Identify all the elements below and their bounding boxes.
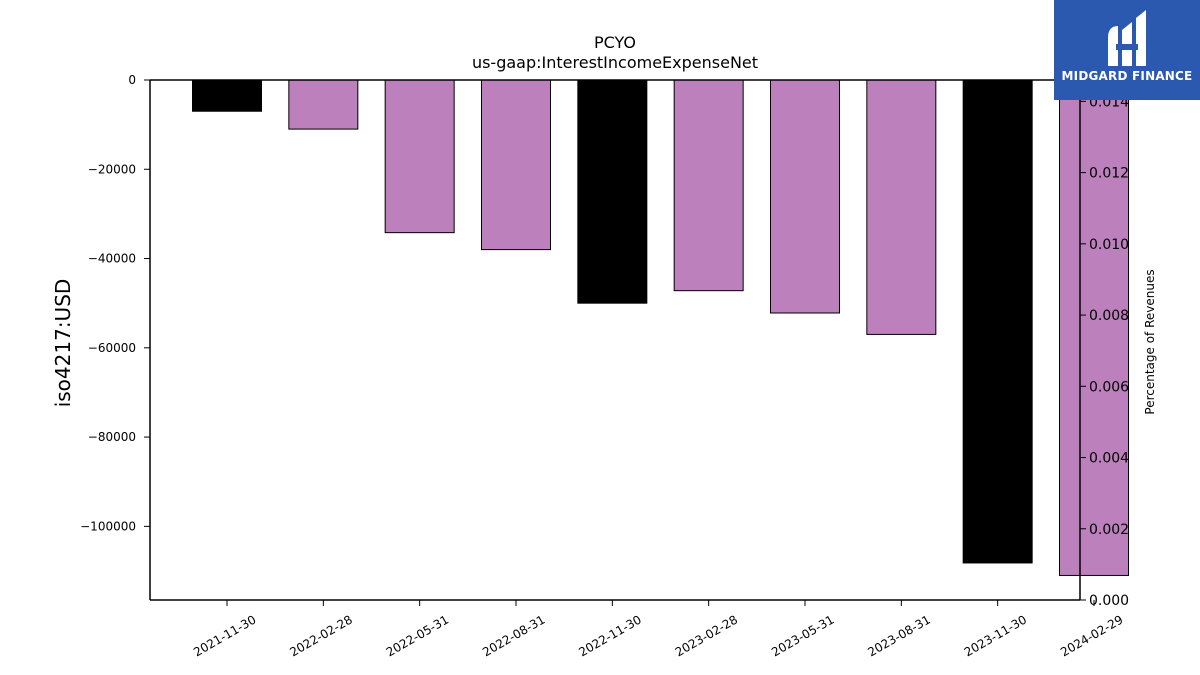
y2-axis-label: Percentage of Revenues — [1143, 269, 1157, 414]
bar — [962, 79, 1033, 564]
logo-mark-icon — [1108, 10, 1146, 66]
bar — [1059, 79, 1129, 576]
logo-text: MIDGARD FINANCE — [1061, 69, 1193, 83]
x-tick-label: 2022-08-31 — [480, 612, 547, 659]
y2-tick-label: 0.010 — [1089, 237, 1129, 253]
bar — [673, 79, 744, 292]
x-tick-label: 2024-02-29 — [1058, 612, 1125, 659]
x-tick-label: 2022-02-28 — [287, 612, 354, 659]
chart-title: PCYO — [594, 33, 636, 52]
x-tick-label: 2023-02-28 — [673, 612, 740, 659]
y2-tick-label: 0.006 — [1089, 379, 1129, 395]
x-tick-label: 2022-05-31 — [384, 612, 451, 659]
bars — [192, 79, 1129, 576]
brand-logo: MIDGARD FINANCE — [1054, 0, 1200, 100]
bar — [866, 79, 937, 335]
x-tick-label: 2022-11-30 — [576, 612, 643, 659]
x-tick-label: 2021-11-30 — [191, 612, 258, 659]
bar — [577, 79, 648, 304]
y-axis-label: iso4217:USD — [51, 279, 75, 408]
bar — [384, 79, 455, 234]
y-tick-label: −20000 — [88, 162, 136, 176]
bar — [288, 79, 359, 130]
y-tick-label: −80000 — [88, 430, 136, 444]
y-tick-label: −40000 — [88, 252, 136, 266]
y2-tick-label: 0.000 — [1089, 593, 1129, 609]
y-tick-label: 0 — [128, 73, 136, 87]
x-axis: 2021-11-30 2022-02-28 2022-05-31 2022-08-31… — [191, 600, 1126, 659]
y2-tick-label: 0.004 — [1089, 451, 1129, 467]
x-tick-label: 2023-11-30 — [962, 612, 1029, 659]
bar — [770, 79, 840, 314]
bar — [192, 79, 262, 112]
y-tick-label: −60000 — [88, 341, 136, 355]
y2-tick-label: 0.008 — [1089, 308, 1129, 324]
chart-subtitle: us-gaap:InterestIncomeExpenseNet — [472, 53, 758, 72]
y2-tick-label: 0.012 — [1089, 166, 1129, 182]
y-axis: 0 −20000 −40000 −60000 −80000 −100000 — [80, 73, 150, 533]
bar — [481, 79, 551, 251]
y-tick-label: −100000 — [80, 519, 136, 533]
x-tick-label: 2023-05-31 — [769, 612, 836, 659]
y2-tick-label: 0.002 — [1089, 522, 1129, 538]
x-tick-label: 2023-08-31 — [865, 612, 932, 659]
